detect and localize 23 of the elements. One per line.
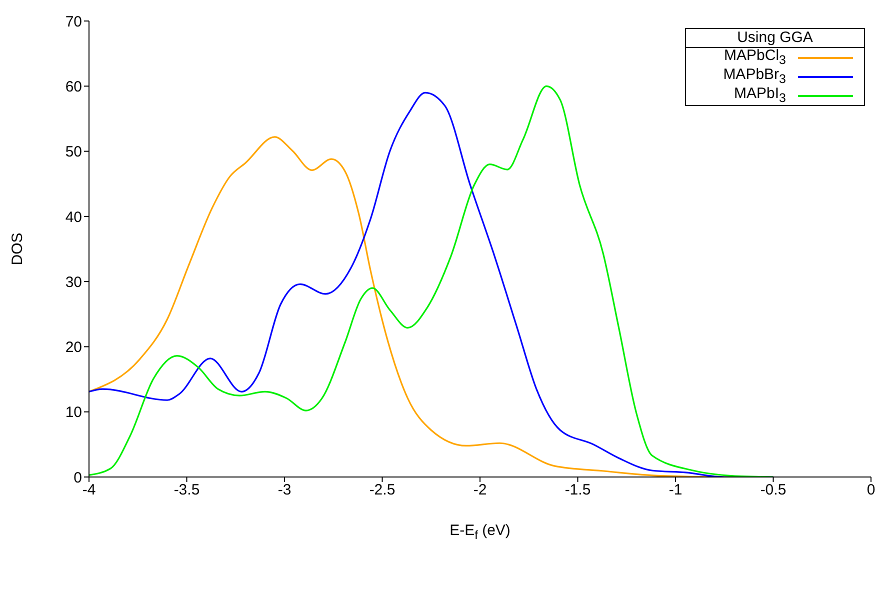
legend-title: Using GGA: [736, 29, 814, 47]
y-tick-label: 70: [65, 13, 82, 30]
y-tick-label: 60: [65, 78, 82, 96]
x-tick-label: -2: [473, 482, 487, 499]
y-tick-label: 0: [74, 469, 82, 486]
legend-label: MAPbI$_{3}$: [733, 84, 786, 106]
y-axis-title: DOS: [9, 232, 26, 266]
x-tick-label: -4: [82, 482, 96, 499]
x-tick-label: -3.5: [174, 482, 200, 499]
x-tick-label: -3: [278, 482, 292, 499]
legend-label: MAPbBr$_{3}$: [723, 66, 786, 86]
x-tick-label: 0: [866, 482, 876, 499]
x-axis-title: E-E$_{f}$ (eV): [450, 522, 510, 542]
x-tick-label: -0.5: [760, 482, 786, 499]
y-tick-label: 10: [65, 404, 82, 422]
y-tick-label: 20: [65, 339, 82, 356]
y-tick-label: 30: [65, 274, 82, 291]
x-tick-label: -1: [668, 482, 682, 499]
y-tick-label: 50: [65, 144, 82, 161]
x-tick-label: -1.5: [564, 482, 591, 499]
y-tick-label: 40: [65, 208, 82, 226]
x-tick-label: -2.5: [369, 482, 396, 499]
legend-label: MAPbCl$_{3}$: [724, 46, 786, 66]
